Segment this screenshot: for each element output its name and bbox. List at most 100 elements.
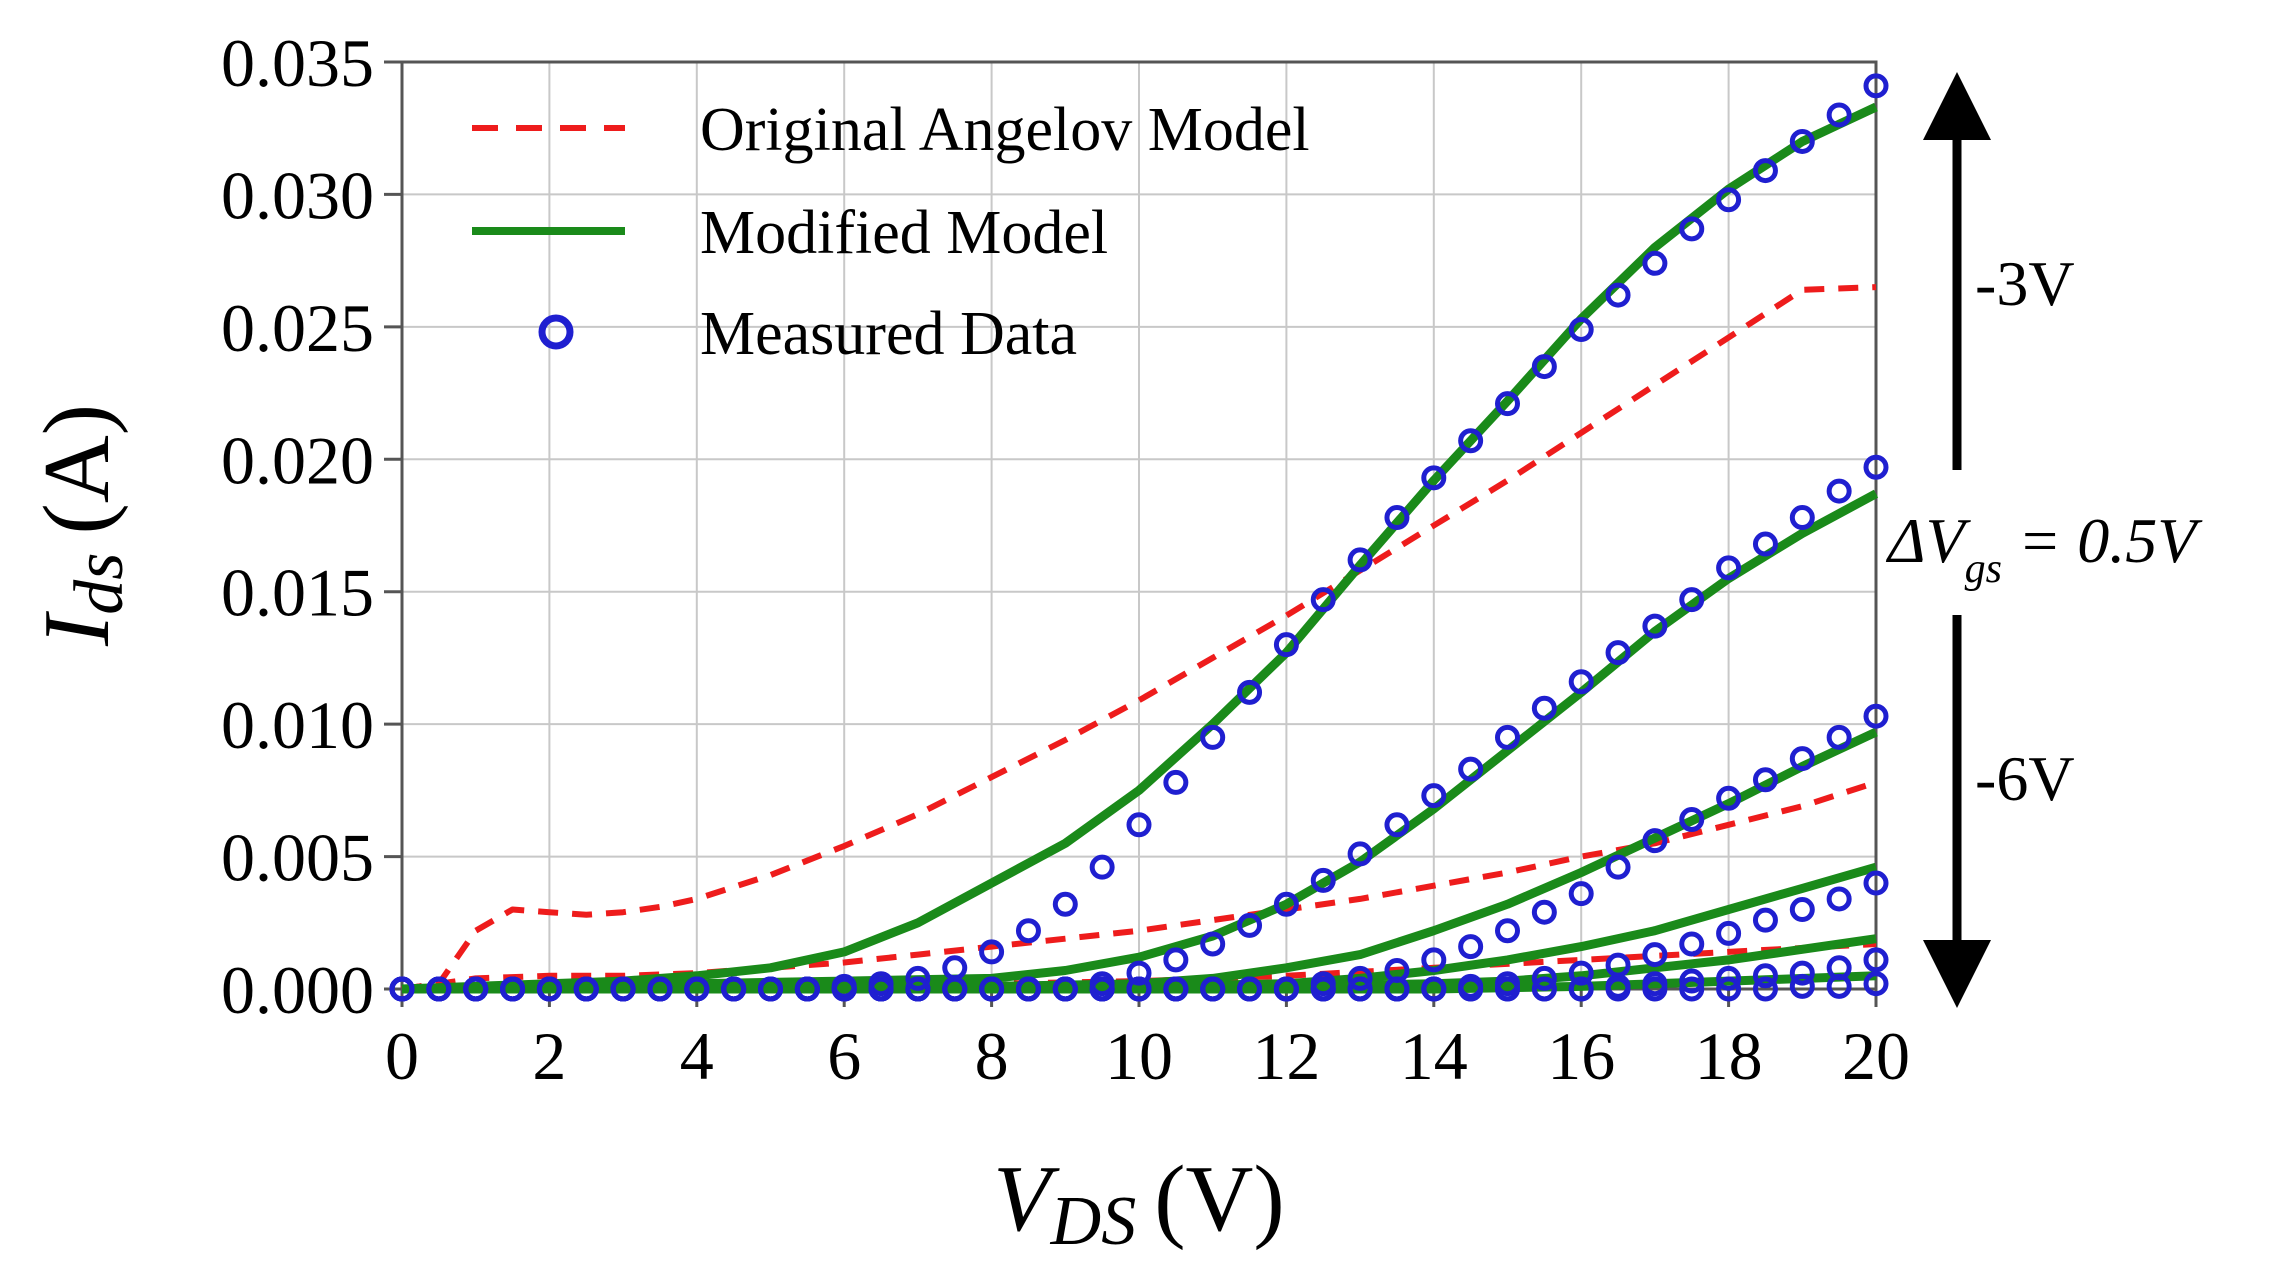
measured-point-s5 — [684, 976, 710, 1002]
measured-point-s5 — [463, 976, 489, 1002]
measured-point-s3 — [1679, 931, 1705, 957]
measured-point-s0 — [1200, 724, 1226, 750]
measured-point-s1 — [1126, 960, 1152, 986]
x-tick-label: 6 — [827, 1018, 861, 1094]
measured-point-s4 — [1863, 947, 1889, 973]
measured-point-s5 — [1310, 976, 1336, 1002]
measured-point-s5 — [1679, 976, 1705, 1002]
delta-vgs-suffix: = 0.5V — [2002, 505, 2203, 576]
measured-point-s4 — [1789, 960, 1815, 986]
measured-point-s5 — [1237, 976, 1263, 1002]
measured-point-s5 — [1421, 976, 1447, 1002]
y-tick-label: 0.010 — [221, 687, 374, 763]
measured-point-s2 — [1347, 965, 1373, 991]
vgs-sweep-annotation: -3V -6V ΔVgs = 0.5V — [1885, 72, 2203, 1008]
modified-model-line-1 — [401, 489, 1879, 994]
measured-point-s2 — [1863, 703, 1889, 729]
measured-point-s5 — [979, 976, 1005, 1002]
measured-point-s2 — [1605, 854, 1631, 880]
measured-point-s0 — [1052, 891, 1078, 917]
x-tick-label: 8 — [975, 1018, 1009, 1094]
measured-point-s1 — [1679, 587, 1705, 613]
measured-point-s5 — [1126, 976, 1152, 1002]
measured-point-s0 — [1163, 769, 1189, 795]
measured-point-s0 — [1826, 102, 1852, 128]
measured-point-s2 — [1642, 828, 1668, 854]
measured-point-s5 — [1052, 976, 1078, 1002]
measured-point-s4 — [1679, 968, 1705, 994]
measured-point-s2 — [1789, 746, 1815, 772]
measured-point-s4 — [1716, 965, 1742, 991]
measured-point-s5 — [1163, 976, 1189, 1002]
measured-point-s0 — [1568, 317, 1594, 343]
legend-swatch-measured-data — [538, 314, 574, 350]
measured-point-s1 — [1237, 912, 1263, 938]
measured-point-s0 — [1273, 632, 1299, 658]
measured-point-s5 — [905, 976, 931, 1002]
x-tick-label: 20 — [1842, 1018, 1910, 1094]
measured-point-s5 — [1568, 976, 1594, 1002]
measured-point-s0 — [905, 965, 931, 991]
series-group — [389, 73, 1889, 1002]
y-tick-label: 0.005 — [221, 820, 374, 896]
measured-point-s0 — [1421, 465, 1447, 491]
y-tick-label: 0.025 — [221, 290, 374, 366]
y-tick-label: 0.000 — [221, 952, 374, 1028]
measured-point-s5 — [794, 976, 820, 1002]
measured-point-s0 — [1237, 679, 1263, 705]
measured-point-s5 — [758, 976, 783, 1002]
legend: Original Angelov Model Modified Model Me… — [472, 96, 1310, 368]
down-arrow-icon — [1923, 940, 1991, 1008]
measured-point-s1 — [1826, 478, 1852, 504]
measured-point-s5 — [1605, 976, 1631, 1002]
measured-point-s1 — [1273, 891, 1299, 917]
measured-point-s1 — [1421, 783, 1447, 809]
measured-point-s5 — [1789, 973, 1815, 999]
x-axis-title: VDS (V) — [993, 1147, 1284, 1260]
measured-point-s3 — [1716, 920, 1742, 946]
measured-point-s2 — [1495, 918, 1520, 944]
measured-point-s2 — [1458, 934, 1484, 960]
measured-point-s5 — [1200, 976, 1226, 1002]
y-tick-label: 0.030 — [221, 157, 374, 233]
measured-point-s0 — [979, 939, 1005, 965]
measured-point-s0 — [1126, 812, 1152, 838]
measured-point-s3 — [1752, 907, 1778, 933]
measured-point-s1 — [1605, 640, 1631, 666]
up-arrow-icon — [1923, 72, 1991, 140]
measured-point-s1 — [1495, 724, 1520, 750]
measured-point-s5 — [1273, 976, 1299, 1002]
measured-point-s5 — [868, 976, 894, 1002]
measured-point-s2 — [1826, 724, 1852, 750]
x-tick-label: 16 — [1547, 1018, 1615, 1094]
measured-point-s5 — [1863, 971, 1889, 997]
measured-point-s5 — [1716, 976, 1742, 1002]
measured-point-s0 — [1089, 854, 1115, 880]
x-tick-label: 0 — [385, 1018, 419, 1094]
measured-point-s5 — [1015, 976, 1041, 1002]
measured-point-s1 — [1789, 505, 1815, 531]
y-axis-title: Ids (A) — [25, 404, 138, 647]
measured-point-s3 — [1826, 886, 1852, 912]
measured-point-s1 — [1310, 867, 1336, 893]
legend-label-measured-data: Measured Data — [700, 300, 1077, 368]
legend-label-modified-model: Modified Model — [700, 199, 1108, 267]
measured-point-s5 — [1752, 976, 1778, 1002]
measured-point-s0 — [1642, 250, 1668, 276]
measured-point-s5 — [1826, 973, 1852, 999]
measured-point-s1 — [1716, 555, 1742, 581]
measured-point-s5 — [426, 976, 452, 1002]
x-tick-label: 12 — [1252, 1018, 1320, 1094]
measured-point-s0 — [1789, 128, 1815, 154]
measured-point-s3 — [1531, 965, 1557, 991]
measured-point-s0 — [1347, 547, 1373, 573]
measured-point-s5 — [1347, 976, 1373, 1002]
x-tick-label: 14 — [1400, 1018, 1468, 1094]
x-tick-label: 10 — [1105, 1018, 1173, 1094]
measured-point-s2 — [1752, 767, 1778, 793]
measured-point-s0 — [1458, 428, 1484, 454]
measured-point-s2 — [1568, 881, 1594, 907]
measured-point-s1 — [1458, 756, 1484, 782]
measured-point-s3 — [1642, 942, 1668, 968]
